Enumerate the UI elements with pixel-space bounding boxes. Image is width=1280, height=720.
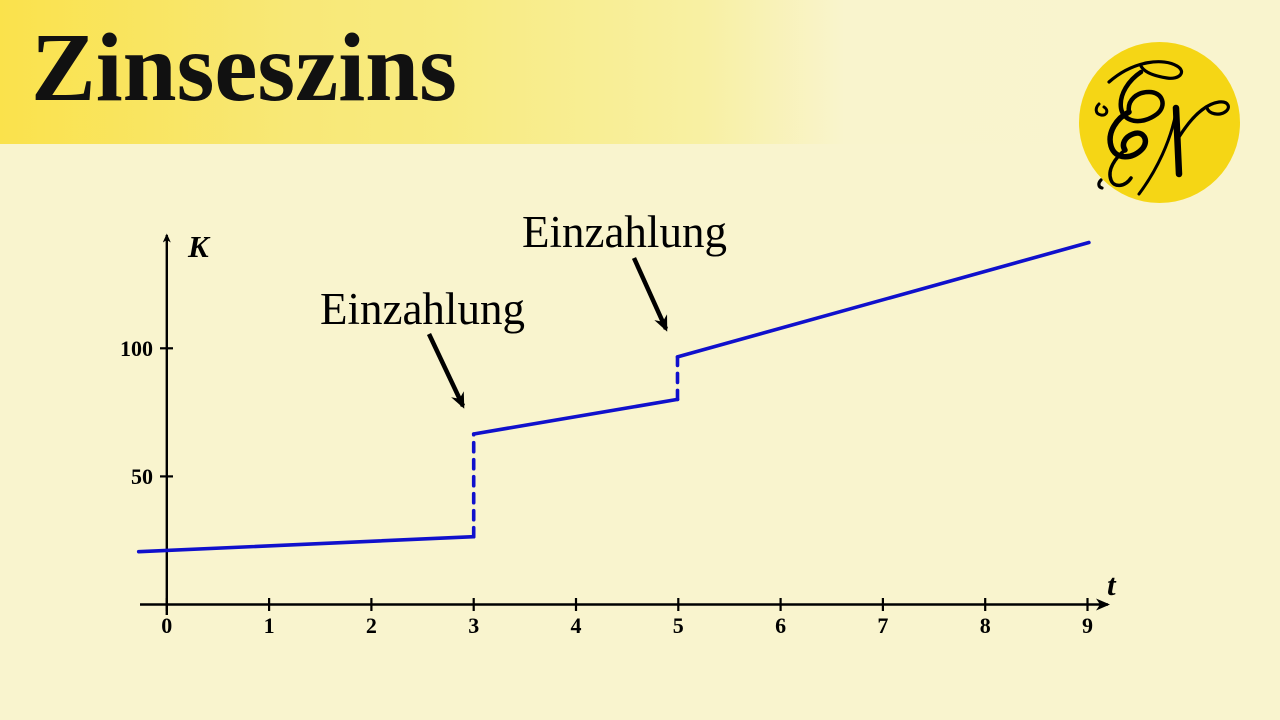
svg-text:50: 50 — [131, 464, 153, 489]
svg-text:2: 2 — [366, 613, 377, 638]
svg-text:7: 7 — [877, 613, 888, 638]
svg-text:8: 8 — [980, 613, 991, 638]
svg-text:6: 6 — [775, 613, 786, 638]
svg-text:K: K — [187, 229, 211, 264]
svg-text:5: 5 — [673, 613, 684, 638]
svg-text:t: t — [1107, 567, 1117, 602]
svg-text:100: 100 — [120, 336, 153, 361]
svg-text:1: 1 — [264, 613, 275, 638]
svg-text:Einzahlung: Einzahlung — [522, 207, 727, 257]
svg-text:4: 4 — [571, 613, 582, 638]
svg-text:3: 3 — [468, 613, 479, 638]
svg-text:Einzahlung: Einzahlung — [320, 284, 525, 334]
svg-text:9: 9 — [1082, 613, 1093, 638]
svg-text:0: 0 — [161, 613, 172, 638]
